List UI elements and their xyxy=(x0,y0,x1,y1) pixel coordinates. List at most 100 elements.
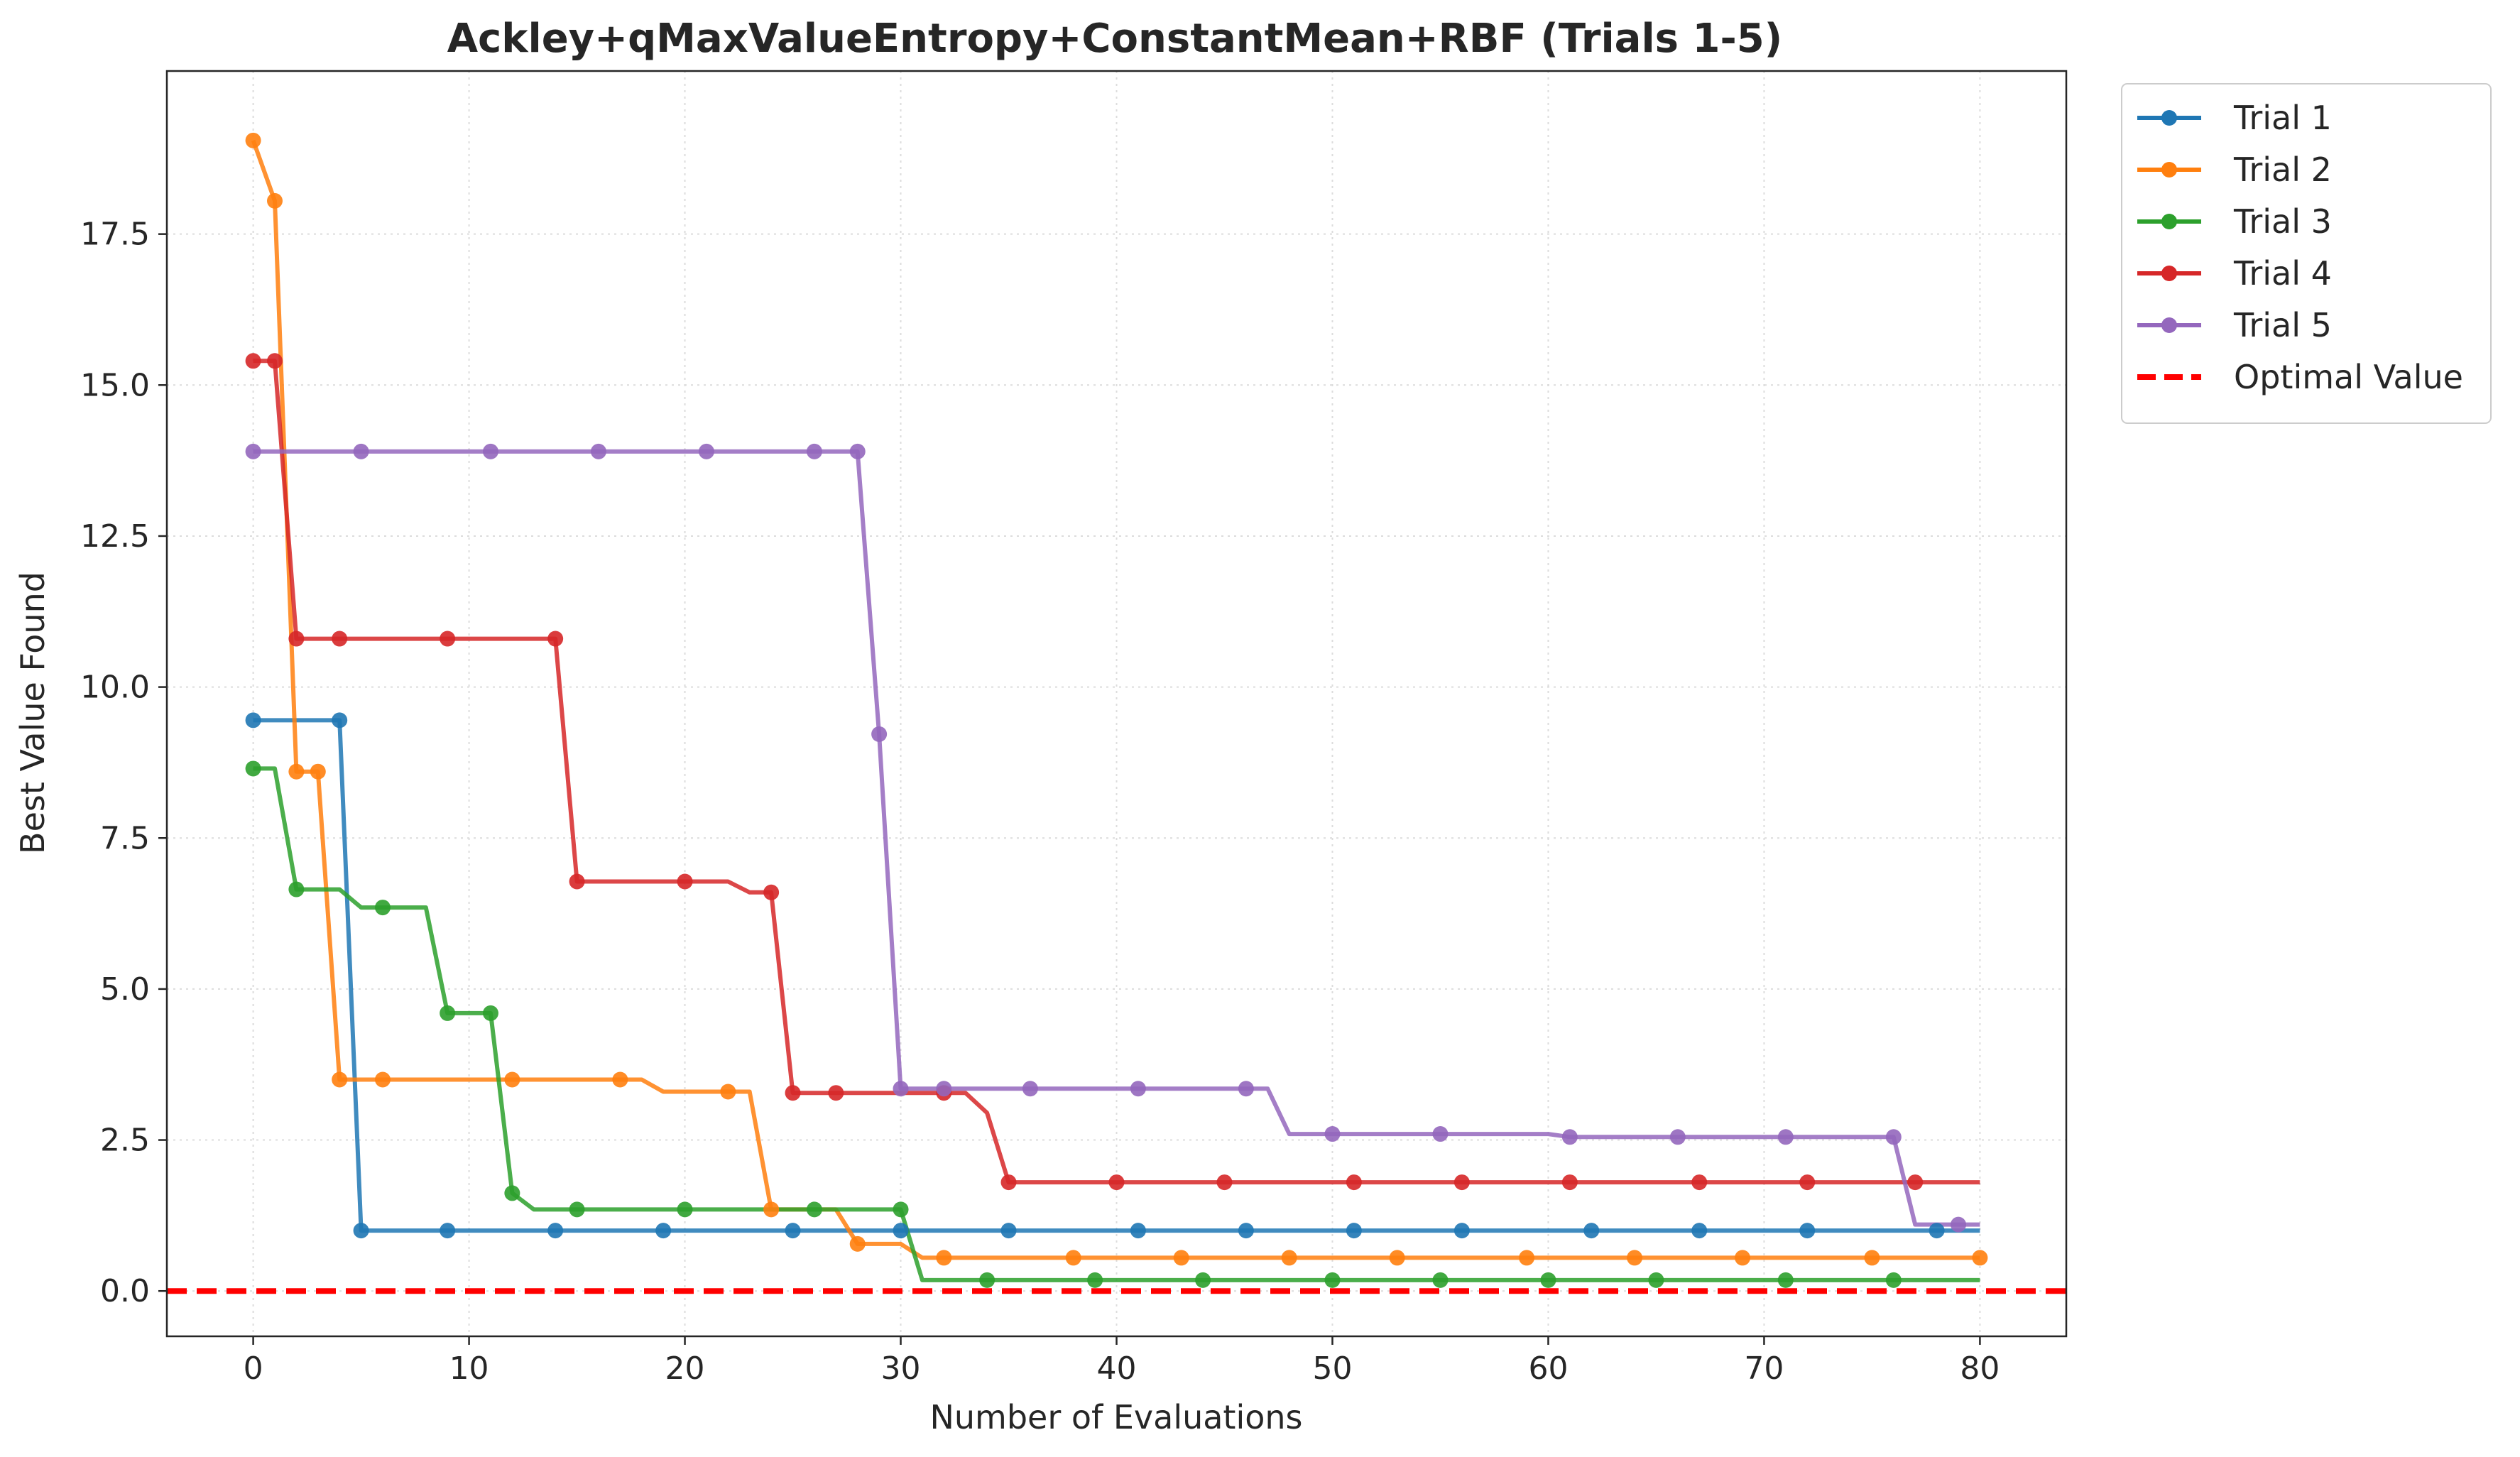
x-tick-label: 10 xyxy=(449,1350,489,1387)
y-tick-label: 10.0 xyxy=(80,670,150,706)
data-point-trial-5 xyxy=(849,443,866,459)
data-point-trial-5 xyxy=(1238,1081,1254,1097)
data-point-trial-1 xyxy=(332,712,348,728)
legend-label: Trial 1 xyxy=(2233,99,2332,137)
data-point-trial-1 xyxy=(655,1223,672,1239)
series-line-trial-3 xyxy=(253,766,1980,1282)
data-point-trial-1 xyxy=(1929,1223,1945,1239)
y-tick-label: 15.0 xyxy=(80,367,150,403)
data-point-trial-1 xyxy=(1453,1223,1470,1239)
legend-label: Trial 3 xyxy=(2233,202,2332,241)
data-point-trial-1 xyxy=(1000,1223,1017,1239)
data-point-trial-3 xyxy=(1648,1272,1664,1288)
data-point-trial-3 xyxy=(1087,1272,1103,1288)
data-point-trial-5 xyxy=(1324,1126,1341,1142)
x-tick-label: 80 xyxy=(1960,1350,2000,1387)
x-tick-label: 40 xyxy=(1097,1350,1137,1387)
data-point-trial-5 xyxy=(936,1081,952,1097)
data-point-trial-5 xyxy=(1022,1081,1038,1097)
data-point-trial-4 xyxy=(763,884,780,900)
data-point-trial-2 xyxy=(1864,1250,1880,1266)
data-point-trial-1 xyxy=(1799,1223,1816,1239)
x-tick-label: 70 xyxy=(1744,1350,1784,1387)
data-point-trial-3 xyxy=(1540,1272,1556,1288)
data-point-trial-1 xyxy=(1346,1223,1362,1239)
data-point-trial-4 xyxy=(1346,1174,1362,1191)
data-point-trial-2 xyxy=(374,1071,391,1088)
data-point-trial-1 xyxy=(547,1223,564,1239)
data-point-trial-4 xyxy=(1108,1174,1125,1191)
data-point-trial-5 xyxy=(1561,1129,1578,1145)
data-point-trial-5 xyxy=(353,443,369,459)
data-point-trial-4 xyxy=(1561,1174,1578,1191)
data-point-trial-2 xyxy=(1627,1250,1643,1266)
series-line-trial-2 xyxy=(251,139,1980,1260)
data-point-trial-2 xyxy=(266,192,283,209)
data-point-trial-2 xyxy=(1972,1250,1988,1266)
data-point-trial-3 xyxy=(1885,1272,1902,1288)
data-point-trial-3 xyxy=(245,760,261,777)
data-point-trial-5 xyxy=(806,443,822,459)
data-point-trial-4 xyxy=(1691,1174,1708,1191)
data-point-trial-4 xyxy=(1216,1174,1233,1191)
data-point-trial-5 xyxy=(1130,1081,1146,1097)
data-point-trial-4 xyxy=(547,631,564,647)
data-point-trial-3 xyxy=(288,881,305,897)
data-point-trial-2 xyxy=(1065,1250,1081,1266)
data-point-trial-3 xyxy=(677,1201,693,1218)
data-point-trial-5 xyxy=(245,443,261,459)
data-point-trial-2 xyxy=(288,763,305,780)
data-point-trial-2 xyxy=(849,1235,866,1252)
x-tick-label: 60 xyxy=(1528,1350,1568,1387)
data-point-trial-2 xyxy=(245,132,261,148)
data-point-trial-2 xyxy=(1735,1250,1751,1266)
data-point-trial-3 xyxy=(806,1201,822,1218)
data-point-trial-3 xyxy=(569,1201,585,1218)
data-point-trial-1 xyxy=(1691,1223,1708,1239)
data-point-trial-5 xyxy=(1885,1129,1902,1145)
data-point-trial-5 xyxy=(590,443,606,459)
data-point-trial-2 xyxy=(1281,1250,1297,1266)
data-point-trial-1 xyxy=(1583,1223,1600,1239)
legend: Trial 1 Trial 2 Trial 3 Trial 4 Trial 5 Optim… xyxy=(2121,83,2492,424)
data-point-trial-1 xyxy=(1130,1223,1146,1239)
data-point-trial-4 xyxy=(569,873,585,890)
data-point-trial-3 xyxy=(504,1185,520,1201)
y-tick-label: 7.5 xyxy=(100,820,150,856)
data-point-trial-4 xyxy=(266,353,283,369)
y-tick-label: 0.0 xyxy=(100,1273,150,1309)
data-point-trial-4 xyxy=(440,631,456,647)
x-tick-label: 0 xyxy=(244,1350,263,1387)
data-point-trial-5 xyxy=(698,443,714,459)
y-tick-label: 12.5 xyxy=(80,518,150,555)
legend-swatch-marker xyxy=(2161,317,2177,333)
y-tick-label: 17.5 xyxy=(80,217,150,253)
data-point-trial-3 xyxy=(1777,1272,1794,1288)
legend-label: Trial 2 xyxy=(2233,151,2332,189)
data-point-trial-3 xyxy=(893,1201,909,1218)
chart-title: Ackley+qMaxValueEntropy+ConstantMean+RBF… xyxy=(447,16,1783,62)
x-tick-label: 50 xyxy=(1312,1350,1352,1387)
data-point-trial-4 xyxy=(245,353,261,369)
plot-area xyxy=(165,70,2068,1338)
data-point-trial-5 xyxy=(482,443,498,459)
data-point-trial-3 xyxy=(374,900,391,916)
data-point-trial-4 xyxy=(785,1085,801,1101)
data-point-trial-4 xyxy=(332,631,348,647)
legend-label: Trial 4 xyxy=(2233,254,2332,293)
legend-swatch-marker xyxy=(2161,214,2177,229)
series-line-trial-5 xyxy=(253,449,1980,1227)
data-point-trial-4 xyxy=(828,1085,844,1101)
y-axis: 0.0 2.5 5.0 7.5 10.0 12.5 15.0 17.5 xyxy=(80,217,167,1309)
series-markers xyxy=(245,132,1988,1288)
data-point-trial-1 xyxy=(785,1223,801,1239)
data-point-trial-4 xyxy=(1907,1174,1924,1191)
data-point-trial-2 xyxy=(332,1071,348,1088)
data-point-trial-2 xyxy=(310,763,326,780)
data-point-trial-3 xyxy=(1195,1272,1211,1288)
data-point-trial-1 xyxy=(353,1223,369,1239)
data-point-trial-5 xyxy=(1432,1126,1449,1142)
legend-box xyxy=(2121,83,2492,424)
data-point-trial-3 xyxy=(1432,1272,1449,1288)
legend-label: Optimal Value xyxy=(2234,358,2463,396)
